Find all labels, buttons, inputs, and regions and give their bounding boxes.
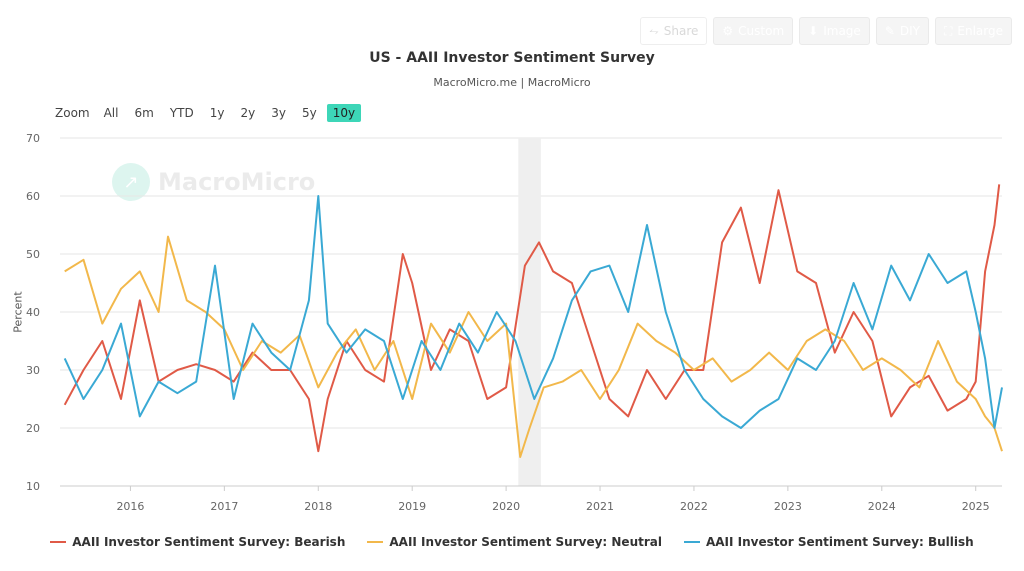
image-button[interactable]: ⬇ Image	[799, 17, 870, 45]
x-tick-label: 2018	[304, 500, 332, 513]
zoom-label: Zoom	[55, 106, 90, 120]
x-tick-label: 2017	[210, 500, 238, 513]
custom-label: Custom	[738, 24, 785, 38]
legend-item-bearish[interactable]: AAII Investor Sentiment Survey: Bearish	[50, 535, 345, 549]
zoom-6m-button[interactable]: 6m	[134, 106, 154, 120]
diy-button[interactable]: ✎ DIY	[875, 17, 929, 45]
series-line-neutral[interactable]	[64, 235, 1003, 458]
y-tick-label: 70	[26, 132, 40, 145]
x-tick-label: 2023	[774, 500, 802, 513]
zoom-all-button[interactable]: All	[103, 106, 119, 120]
zoom-1y-button[interactable]: 1y	[209, 106, 225, 120]
zoom-ytd-button[interactable]: YTD	[169, 106, 194, 120]
x-tick-label: 2019	[398, 500, 426, 513]
x-tick-label: 2025	[962, 500, 990, 513]
download-icon: ⬇	[808, 24, 819, 38]
chart-legend: AAII Investor Sentiment Survey: Bearish …	[0, 535, 1024, 549]
y-tick-label: 60	[26, 190, 40, 203]
macromicro-watermark: ↗ MacroMicro	[112, 163, 315, 201]
zoom-selector: Zoom All 6m YTD 1y 2y 3y 5y 10y	[55, 104, 365, 122]
diy-label: DIY	[899, 24, 920, 38]
zoom-10y-button[interactable]: 10y	[326, 104, 362, 122]
macromicro-logo-icon: ↗	[112, 163, 150, 201]
expand-icon: ⛶	[943, 24, 953, 38]
y-tick-label: 30	[26, 364, 40, 377]
share-icon: ⥊	[649, 24, 659, 38]
legend-swatch-neutral	[367, 541, 384, 543]
zoom-2y-button[interactable]: 2y	[240, 106, 256, 120]
chart-toolbar: ⥊ Share ⚙ Custom ⬇ Image ✎ DIY ⛶ Enlarge	[640, 17, 1012, 45]
share-label: Share	[663, 24, 699, 38]
recession-band	[518, 138, 541, 486]
zoom-5y-button[interactable]: 5y	[301, 106, 317, 120]
y-tick-label: 20	[26, 422, 40, 435]
series-line-bullish[interactable]	[63, 195, 1003, 429]
legend-item-neutral[interactable]: AAII Investor Sentiment Survey: Neutral	[367, 535, 662, 549]
series-line-bearish[interactable]	[63, 184, 1001, 453]
x-tick-label: 2020	[492, 500, 520, 513]
legend-label-bearish: AAII Investor Sentiment Survey: Bearish	[72, 535, 346, 549]
zoom-3y-button[interactable]: 3y	[271, 106, 286, 120]
image-label: Image	[823, 24, 861, 38]
legend-swatch-bearish	[50, 541, 67, 543]
chart-title: US - AAII Investor Sentiment Survey	[369, 50, 655, 66]
watermark-text: MacroMicro	[158, 168, 316, 196]
gear-icon: ⚙	[722, 24, 734, 38]
axis-layer: 10 20 30 40 50 60 70 2016 2017 2018 2019 2020 2021 20…	[26, 132, 1002, 513]
enlarge-label: Enlarge	[957, 24, 1003, 38]
shaded-band-layer	[518, 138, 541, 486]
pencil-icon: ✎	[884, 24, 895, 38]
x-tick-label: 2022	[680, 500, 708, 513]
enlarge-button[interactable]: ⛶ Enlarge	[934, 17, 1012, 45]
series-layer	[63, 184, 1003, 458]
x-tick-label: 2021	[586, 500, 614, 513]
x-tick-label: 2024	[868, 500, 896, 513]
legend-label-neutral: AAII Investor Sentiment Survey: Neutral	[389, 535, 662, 549]
y-tick-label: 10	[26, 480, 40, 493]
share-button[interactable]: ⥊ Share	[640, 17, 708, 45]
chart-subtitle: MacroMicro.me | MacroMicro	[433, 76, 591, 89]
legend-item-bullish[interactable]: AAII Investor Sentiment Survey: Bullish	[683, 535, 974, 549]
custom-button[interactable]: ⚙ Custom	[713, 17, 794, 45]
legend-swatch-bullish	[683, 541, 700, 543]
y-tick-label: 40	[26, 306, 40, 319]
x-tick-label: 2016	[116, 500, 144, 513]
y-tick-label: 50	[26, 248, 40, 261]
legend-label-bullish: AAII Investor Sentiment Survey: Bullish	[705, 535, 974, 549]
